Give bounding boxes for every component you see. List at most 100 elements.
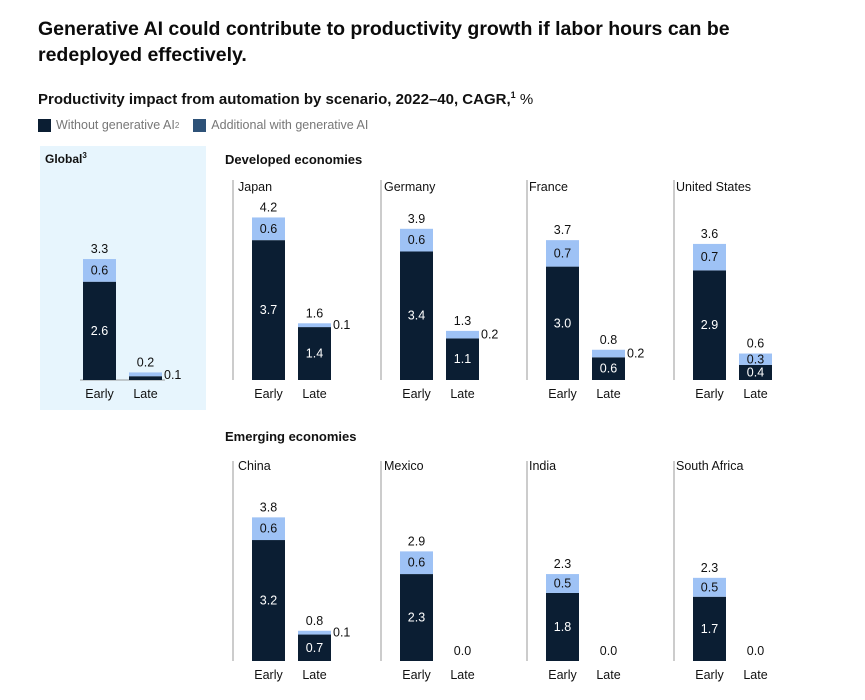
bar-base-united-states-late	[739, 364, 772, 380]
label-total-india-late: 0.0	[600, 644, 617, 658]
label-total-china-early: 3.8	[260, 500, 277, 514]
category-label-south-africa-early: Early	[695, 668, 724, 682]
bar-additional-global-early	[83, 259, 116, 282]
bar-additional-france-late	[592, 349, 625, 358]
panel-name-germany: Germany	[384, 180, 436, 194]
label-base-germany-late: 1.1	[454, 352, 471, 366]
global-label-text: Global	[45, 152, 83, 166]
category-label-india-late: Late	[596, 668, 620, 682]
label-base-united-states-early: 2.9	[701, 318, 718, 332]
label-total-united-states-late: 0.6	[747, 337, 764, 351]
bar-base-india-early	[546, 592, 579, 661]
panel-name-united-states: United States	[676, 180, 752, 194]
label-base-france-late: 0.6	[600, 362, 617, 376]
developed-economies-label: Developed economies	[225, 152, 363, 167]
panel-name-mexico: Mexico	[384, 459, 424, 473]
bar-base-china-late	[298, 634, 331, 661]
bar-base-global-late	[129, 376, 162, 380]
bar-base-france-late	[592, 357, 625, 380]
bar-additional-global-late	[129, 372, 162, 377]
category-label-china-early: Early	[254, 668, 283, 682]
category-label-germany-early: Early	[402, 387, 431, 401]
label-base-global-early: 2.6	[91, 324, 108, 338]
label-total-france-late: 0.8	[600, 333, 617, 347]
emerging-economies-label: Emerging economies	[225, 429, 357, 444]
label-additional-france-late: 0.2	[627, 347, 644, 361]
label-additional-global-early: 0.6	[91, 263, 108, 277]
label-total-germany-late: 1.3	[454, 314, 471, 328]
chart-subtitle: Productivity impact from automation by s…	[38, 90, 533, 108]
label-base-global-late: 0.1	[164, 368, 181, 382]
global-label: Global3	[45, 151, 87, 166]
legend-label-additional: Additional with generative AI	[211, 118, 369, 132]
bar-additional-united-states-late	[739, 353, 772, 365]
legend-footnote-base: 2	[174, 120, 180, 130]
panel-name-china: China	[238, 459, 271, 473]
label-total-france-early: 3.7	[554, 223, 571, 237]
label-total-global-early: 3.3	[91, 242, 108, 256]
label-additional-japan-early: 0.6	[260, 222, 277, 236]
bar-base-france-early	[546, 266, 579, 380]
label-additional-mexico-early: 0.6	[408, 556, 425, 570]
category-label-france-early: Early	[548, 387, 577, 401]
label-total-india-early: 2.3	[554, 557, 571, 571]
bar-additional-india-early	[546, 574, 579, 593]
label-total-mexico-late: 0.0	[454, 644, 471, 658]
bar-additional-japan-early	[252, 217, 285, 241]
panel-name-france: France	[529, 180, 568, 194]
label-additional-united-states-early: 0.7	[701, 250, 718, 264]
category-label-france-late: Late	[596, 387, 620, 401]
label-base-japan-late: 1.4	[306, 347, 323, 361]
category-label-china-late: Late	[302, 668, 326, 682]
label-additional-china-early: 0.6	[260, 522, 277, 536]
subtitle-text: Productivity impact from automation by s…	[38, 91, 511, 108]
category-label-japan-late: Late	[302, 387, 326, 401]
label-additional-south-africa-early: 0.5	[701, 580, 718, 594]
label-additional-france-early: 0.7	[554, 246, 571, 260]
category-label-germany-late: Late	[450, 387, 474, 401]
label-base-south-africa-early: 1.7	[701, 622, 718, 636]
label-additional-india-early: 0.5	[554, 577, 571, 591]
label-additional-germany-late: 0.2	[481, 328, 498, 342]
global-label-footnote: 3	[82, 151, 87, 160]
subtitle-footnote: 1	[510, 90, 516, 100]
category-label-global-late: Late	[133, 387, 157, 401]
bar-additional-united-states-early	[693, 243, 726, 271]
category-label-united-states-late: Late	[743, 387, 767, 401]
bar-additional-germany-early	[400, 228, 433, 252]
bar-additional-germany-late	[446, 330, 479, 339]
label-additional-united-states-late: 0.3	[747, 353, 764, 367]
label-base-china-early: 3.2	[260, 594, 277, 608]
label-total-china-late: 0.8	[306, 614, 323, 628]
label-additional-japan-late: 0.1	[333, 318, 350, 332]
label-base-china-late: 0.7	[306, 641, 323, 655]
category-label-japan-early: Early	[254, 387, 283, 401]
bar-base-japan-late	[298, 327, 331, 380]
label-total-japan-early: 4.2	[260, 200, 277, 214]
label-total-united-states-early: 3.6	[701, 227, 718, 241]
bar-additional-japan-late	[298, 323, 331, 328]
label-total-japan-late: 1.6	[306, 306, 323, 320]
legend-item-with-genai: Additional with generative AI	[193, 118, 368, 132]
panel-name-japan: Japan	[238, 180, 273, 194]
label-base-india-early: 1.8	[554, 620, 571, 634]
bar-additional-mexico-early	[400, 551, 433, 575]
bar-base-south-africa-early	[693, 596, 726, 661]
legend-swatch-additional	[193, 118, 207, 132]
legend-item-without-genai: Without generative AI 2	[38, 118, 179, 132]
bar-additional-china-early	[252, 517, 285, 541]
global-panel-background	[40, 146, 206, 410]
label-base-japan-early: 3.7	[260, 303, 277, 317]
category-label-south-africa-late: Late	[743, 668, 767, 682]
bar-base-mexico-early	[400, 574, 433, 661]
label-total-germany-early: 3.9	[408, 212, 425, 226]
chart-title: Generative AI could contribute to produc…	[38, 18, 730, 66]
legend-label-base: Without generative AI	[56, 118, 175, 132]
bar-additional-china-late	[298, 630, 331, 635]
bar-base-china-early	[252, 540, 285, 661]
bar-base-global-early	[83, 281, 116, 380]
bar-additional-south-africa-early	[693, 577, 726, 597]
bar-base-germany-early	[400, 251, 433, 380]
label-additional-china-late: 0.1	[333, 626, 350, 640]
